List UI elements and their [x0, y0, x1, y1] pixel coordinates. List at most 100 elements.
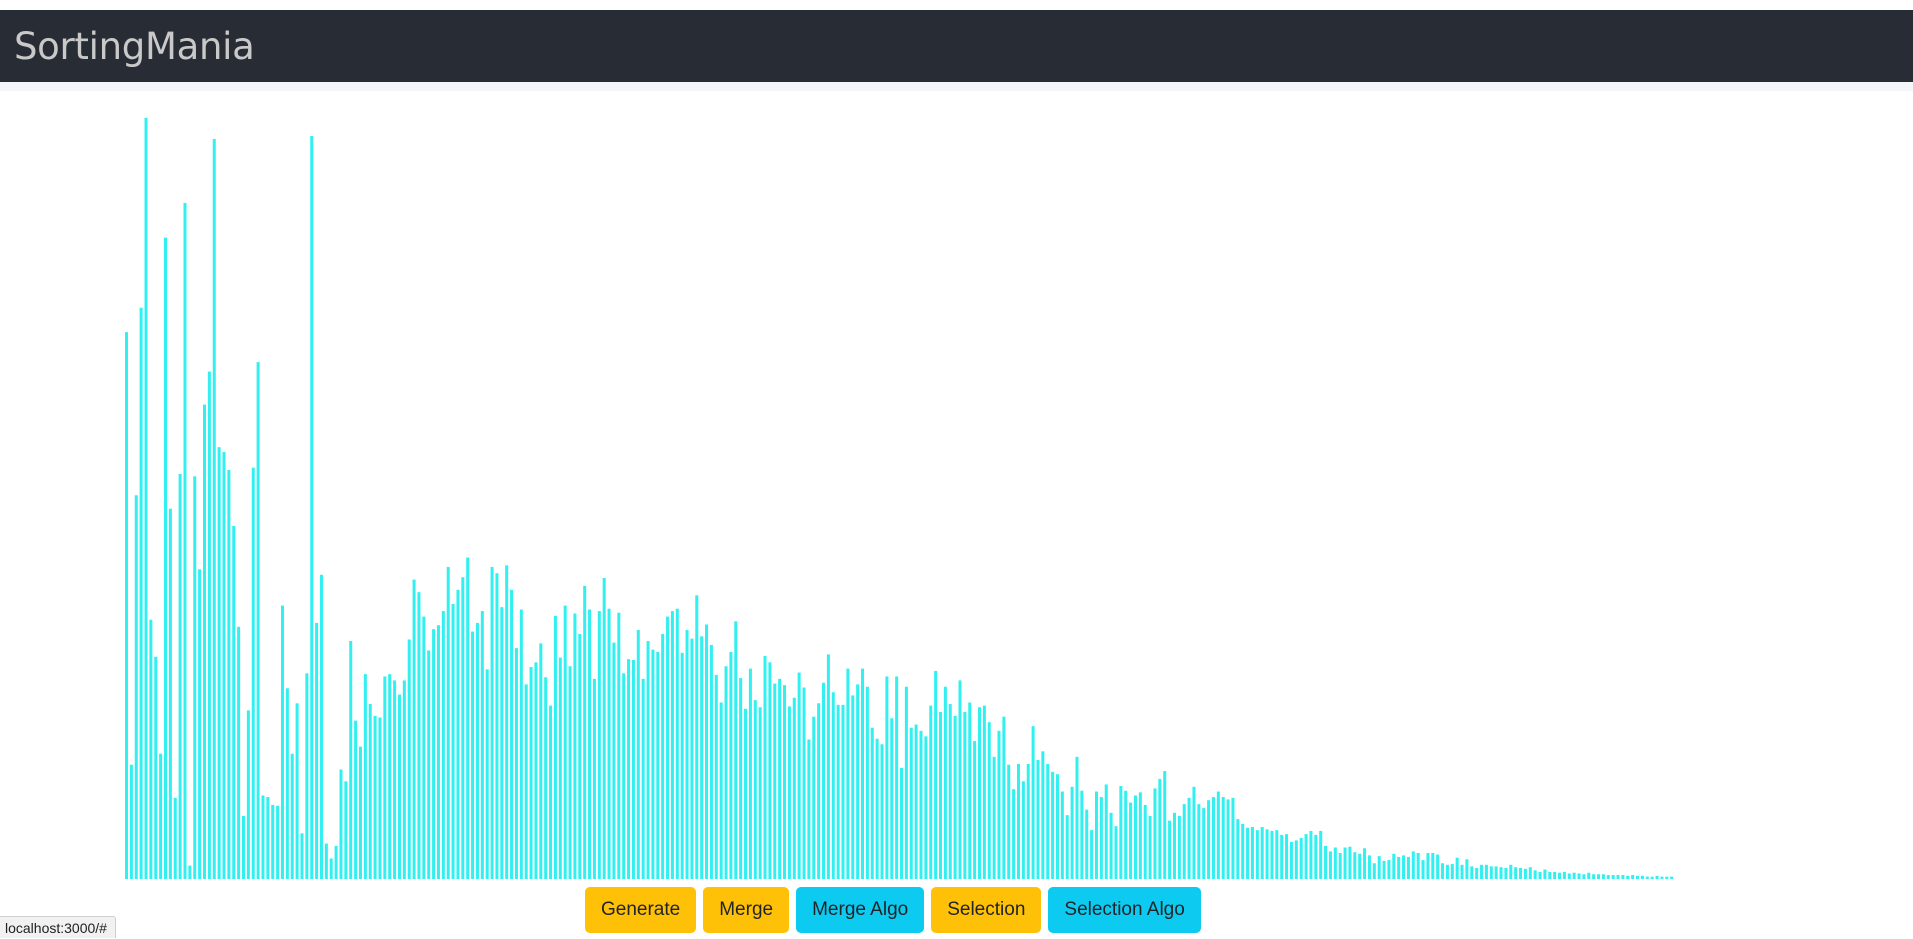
- array-bar: [1426, 853, 1430, 879]
- array-bar: [641, 678, 645, 879]
- array-bar: [402, 680, 406, 879]
- array-bar: [909, 727, 913, 879]
- array-bar: [968, 702, 972, 879]
- array-bar: [1172, 812, 1176, 879]
- array-bar: [485, 669, 489, 879]
- array-bar: [393, 680, 397, 879]
- navbar-shadow-strip: [0, 82, 1913, 91]
- array-bar: [812, 716, 816, 879]
- array-bar: [875, 738, 879, 879]
- array-bar: [1148, 815, 1152, 879]
- array-bar: [383, 676, 387, 879]
- array-bar: [500, 607, 504, 879]
- array-bar: [514, 648, 518, 879]
- array-bar: [592, 678, 596, 879]
- array-bar: [1367, 855, 1371, 879]
- array-bar: [1255, 830, 1259, 879]
- array-bar: [934, 670, 938, 879]
- array-bar: [568, 666, 572, 879]
- array-bar: [1587, 872, 1591, 879]
- array-bar: [1597, 874, 1601, 879]
- array-bar: [1621, 875, 1625, 879]
- array-bar: [1016, 763, 1020, 879]
- array-bar: [924, 736, 928, 879]
- array-bar: [753, 700, 757, 879]
- array-bar: [1109, 812, 1113, 879]
- array-bar: [261, 795, 265, 879]
- array-bar: [627, 659, 631, 879]
- array-bar: [1168, 820, 1172, 879]
- array-bar: [973, 741, 977, 879]
- array-bar: [977, 707, 982, 879]
- array-bar: [1333, 847, 1337, 879]
- array-bar: [895, 676, 899, 879]
- array-bar: [354, 720, 358, 879]
- selection-button[interactable]: Selection: [931, 887, 1042, 933]
- array-bar: [890, 718, 894, 879]
- array-bar: [1260, 826, 1264, 879]
- array-bar: [475, 622, 479, 879]
- array-bar: [1519, 867, 1523, 879]
- array-bar: [1055, 774, 1059, 879]
- array-bar: [202, 404, 207, 879]
- array-bar: [1441, 863, 1445, 879]
- array-bar: [310, 135, 314, 879]
- array-bar: [1582, 874, 1586, 879]
- array-bar: [1143, 804, 1147, 879]
- array-bar: [1514, 867, 1518, 879]
- array-bar: [1304, 834, 1308, 879]
- generate-button[interactable]: Generate: [585, 887, 697, 933]
- array-bar: [817, 703, 821, 879]
- array-bar: [1158, 778, 1162, 879]
- array-bar: [992, 756, 996, 879]
- array-bar: [1353, 852, 1357, 879]
- array-bar: [1309, 830, 1313, 879]
- array-bar: [1036, 760, 1040, 879]
- array-bar: [510, 589, 514, 879]
- array-bar: [256, 362, 260, 879]
- merge-button[interactable]: Merge: [703, 887, 790, 933]
- array-bar: [1124, 790, 1128, 879]
- array-bar: [773, 683, 777, 879]
- array-bar: [1241, 823, 1245, 879]
- array-bar: [1450, 864, 1454, 879]
- array-bar: [1099, 797, 1103, 879]
- array-bar: [1182, 804, 1186, 879]
- array-bar: [1075, 756, 1079, 879]
- array-bar: [534, 662, 538, 879]
- array-bar: [129, 764, 133, 879]
- array-bar: [227, 470, 231, 879]
- app-title[interactable]: SortingMania: [14, 24, 255, 68]
- array-bar: [1558, 872, 1562, 879]
- array-bar: [1270, 830, 1274, 879]
- array-bar: [953, 715, 957, 879]
- array-bar: [607, 608, 611, 879]
- array-bar: [1611, 875, 1615, 879]
- array-bar: [1455, 857, 1459, 879]
- array-bar: [588, 609, 592, 879]
- array-bar: [1406, 856, 1410, 879]
- array-bar: [1382, 860, 1386, 879]
- array-bar: [768, 662, 772, 879]
- selection-algo-button[interactable]: Selection Algo: [1048, 887, 1201, 933]
- array-bar: [232, 525, 236, 879]
- array-bar: [1104, 784, 1108, 879]
- array-bar: [1207, 800, 1211, 879]
- array-bar: [271, 804, 275, 879]
- array-bar: [1509, 864, 1513, 879]
- array-bar: [1650, 876, 1654, 879]
- array-bar: [617, 612, 621, 879]
- array-bar: [1538, 871, 1542, 879]
- array-bar: [1246, 827, 1250, 879]
- merge-algo-button[interactable]: Merge Algo: [796, 887, 925, 933]
- array-bar: [948, 704, 952, 879]
- array-bar: [680, 652, 684, 879]
- array-bar: [490, 566, 494, 879]
- array-bar: [466, 557, 470, 879]
- array-bar: [1324, 845, 1328, 879]
- array-bar: [441, 611, 445, 879]
- array-bar: [471, 631, 475, 879]
- array-bar: [1601, 874, 1605, 879]
- array-bar: [407, 639, 411, 879]
- array-bar: [670, 611, 674, 879]
